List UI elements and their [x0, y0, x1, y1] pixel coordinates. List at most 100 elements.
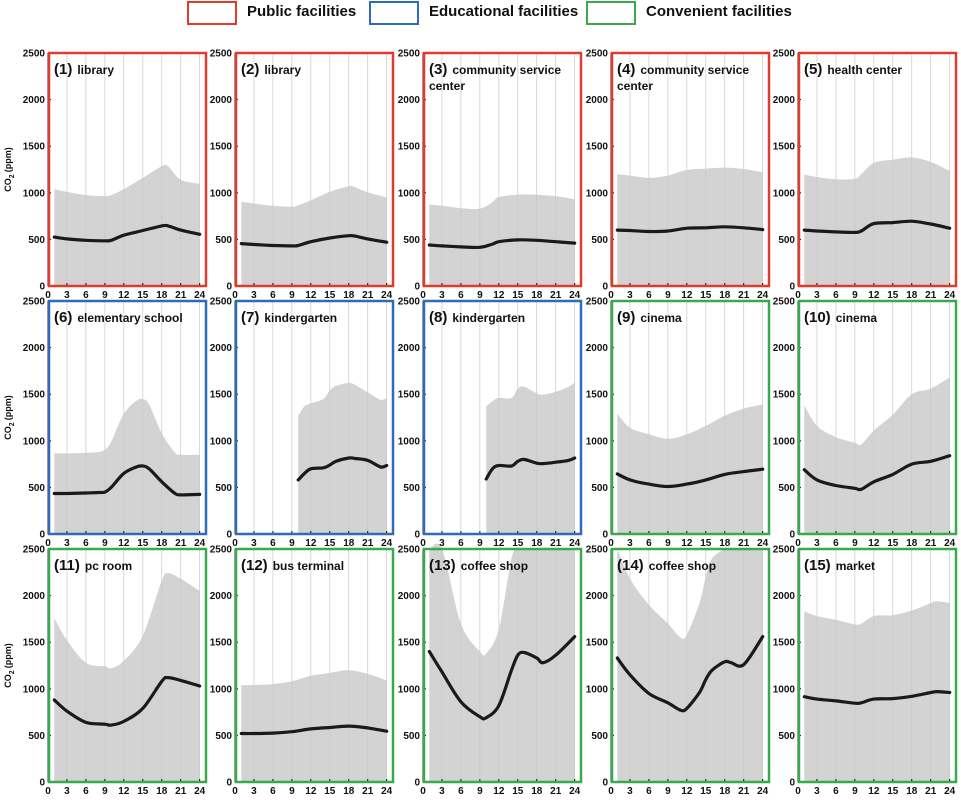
legend: Public facilities Educational facilities…	[0, 0, 961, 30]
y-tick-label: 1000	[586, 436, 609, 447]
x-tick-label: 18	[343, 538, 355, 549]
x-tick-label: 0	[420, 786, 426, 797]
legend-swatch-public	[187, 1, 237, 25]
x-tick-label: 3	[814, 290, 820, 301]
y-tick-label: 1000	[773, 188, 796, 199]
chart-panel-9: 0 3 6 9 12 15 18 21 24 0 500 1000 1500 2000 2500 (9) cin…	[586, 297, 771, 549]
x-tick-label: 18	[156, 290, 168, 301]
y-tick-label: 0	[226, 530, 232, 541]
legend-swatch-convenient	[586, 1, 636, 25]
y-tick-label: 2000	[23, 95, 46, 106]
x-tick-label: 21	[362, 786, 374, 797]
x-tick-label: 6	[458, 786, 464, 797]
x-tick-label: 18	[156, 538, 168, 549]
y-tick-label: 2500	[398, 545, 421, 556]
x-tick-label: 9	[665, 290, 671, 301]
y-tick-label: 0	[789, 282, 795, 293]
x-tick-label: 24	[194, 786, 206, 797]
y-tick-label: 500	[403, 731, 420, 742]
x-tick-label: 15	[137, 538, 149, 549]
x-tick-label: 0	[232, 786, 238, 797]
range-band-2	[241, 185, 387, 286]
x-tick-label: 9	[852, 290, 858, 301]
chart-panel-12: 0 3 6 9 12 15 18 21 24 0 500 1000 1500 2000 2500 (12) bu…	[210, 545, 395, 797]
x-tick-label: 21	[175, 786, 187, 797]
x-tick-label: 6	[83, 290, 89, 301]
x-tick-label: 24	[569, 290, 581, 301]
y-tick-label: 1500	[210, 142, 233, 153]
y-tick-label: 1000	[210, 188, 233, 199]
legend-swatch-educational	[369, 1, 419, 25]
panel-frame-educational	[234, 299, 395, 536]
y-tick-label: 1500	[398, 390, 421, 401]
legend-label-educational: Educational facilities	[429, 3, 579, 20]
range-band-14	[617, 548, 763, 782]
y-tick-label: 500	[778, 731, 795, 742]
y-tick-label: 1000	[586, 188, 609, 199]
y-tick-label: 2500	[586, 545, 609, 556]
x-tick-label: 15	[512, 538, 524, 549]
x-tick-label: 21	[738, 290, 750, 301]
x-tick-label: 24	[381, 786, 393, 797]
x-tick-label: 0	[45, 786, 51, 797]
legend-item-educational: Educational facilities	[369, 1, 584, 25]
mean-line-4	[615, 225, 765, 234]
x-tick-label: 18	[531, 538, 543, 549]
range-band-8	[486, 382, 575, 534]
x-tick-label: 18	[719, 290, 731, 301]
x-tick-label: 9	[102, 290, 108, 301]
y-tick-label: 0	[414, 778, 420, 789]
y-tick-label: 500	[28, 483, 45, 494]
range-band-10	[804, 377, 950, 534]
mean-line-12	[239, 724, 389, 736]
chart-panel-11: 0 3 6 9 12 15 18 21 24 0 500 1000 1500 2000 2500 (11) pc…	[3, 545, 208, 797]
x-tick-label: 24	[944, 538, 956, 549]
x-tick-label: 21	[738, 786, 750, 797]
x-tick-label: 15	[324, 290, 336, 301]
y-axis-label: CO2(ppm)	[3, 147, 16, 191]
panel-title-9: (9) cinema	[617, 309, 682, 326]
x-tick-label: 12	[118, 786, 130, 797]
x-tick-label: 18	[906, 290, 918, 301]
y-tick-label: 2000	[586, 95, 609, 106]
x-tick-label: 24	[194, 290, 206, 301]
y-tick-label: 2500	[398, 297, 421, 308]
x-tick-label: 21	[738, 538, 750, 549]
x-tick-label: 0	[45, 538, 51, 549]
y-tick-label: 2500	[23, 297, 46, 308]
x-tick-label: 0	[232, 290, 238, 301]
y-tick-label: 2000	[586, 591, 609, 602]
panel-title-3: (3) community service	[429, 61, 561, 78]
y-tick-label: 1000	[773, 436, 796, 447]
legend-label-convenient: Convenient facilities	[646, 3, 792, 20]
y-tick-label: 0	[602, 530, 608, 541]
x-tick-label: 3	[251, 786, 257, 797]
y-tick-label: 1000	[23, 188, 46, 199]
x-tick-label: 15	[887, 290, 899, 301]
x-tick-label: 3	[814, 538, 820, 549]
x-tick-label: 12	[118, 538, 130, 549]
y-tick-label: 2500	[586, 297, 609, 308]
x-tick-label: 6	[833, 290, 839, 301]
panel-title-4: (4) community service	[617, 61, 749, 78]
x-tick-label: 3	[627, 538, 633, 549]
y-tick-label: 1000	[398, 684, 421, 695]
panel-title-11: (11) pc room	[54, 557, 132, 574]
x-tick-label: 18	[343, 786, 355, 797]
x-tick-label: 9	[477, 786, 483, 797]
x-tick-label: 6	[646, 290, 652, 301]
y-tick-label: 0	[602, 282, 608, 293]
x-tick-label: 24	[757, 538, 769, 549]
x-tick-label: 3	[439, 538, 445, 549]
y-tick-label: 1500	[23, 638, 46, 649]
mean-line-8	[484, 456, 577, 481]
panel-title-2: (2) library	[241, 61, 301, 78]
y-tick-label: 2500	[23, 49, 46, 60]
x-tick-label: 18	[156, 786, 168, 797]
x-tick-label: 3	[627, 786, 633, 797]
y-tick-label: 0	[414, 282, 420, 293]
y-tick-label: 1500	[398, 142, 421, 153]
x-tick-label: 21	[925, 538, 937, 549]
x-tick-label: 3	[439, 786, 445, 797]
mean-line-2	[239, 233, 389, 248]
